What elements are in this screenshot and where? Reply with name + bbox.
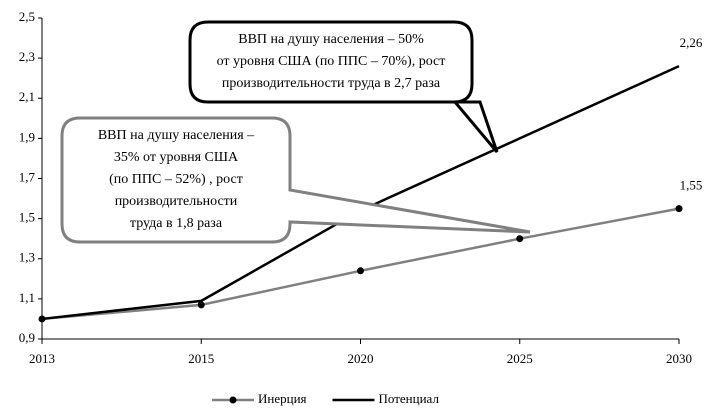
legend-label: Потенциал	[379, 391, 440, 406]
y-tick-label: 2,5	[19, 9, 35, 24]
point	[675, 205, 683, 213]
x-tick-label: 2015	[188, 351, 214, 366]
callout: ВВП на душу населения – 50% от уровня СШ…	[188, 20, 499, 153]
x-tick-label: 2025	[507, 351, 533, 366]
callout-box	[60, 116, 531, 244]
y-tick-label: 2,1	[19, 89, 35, 104]
y-tick-label: 1,7	[19, 169, 36, 184]
y-tick-label: 1,9	[19, 129, 35, 144]
y-tick-label: 0,9	[19, 330, 35, 345]
value-label: 2,26	[680, 35, 703, 50]
y-tick-label: 2,3	[19, 49, 35, 64]
callout-box	[188, 20, 499, 153]
y-tick-label: 1,1	[19, 290, 35, 305]
callout-text: труда в 1,8 раза	[130, 216, 223, 231]
callout-text: ВВП на душу населения – 50%	[238, 32, 424, 47]
value-label: 1,55	[680, 178, 703, 193]
legend-marker	[229, 396, 237, 404]
point	[516, 235, 524, 243]
y-tick-label: 1,5	[19, 210, 35, 225]
callout-text: производительности	[115, 194, 238, 209]
callout-text: от уровня США (по ППС – 70%), рост	[217, 54, 446, 69]
point	[357, 267, 364, 275]
y-tick-label: 1,3	[19, 250, 35, 265]
point	[197, 301, 205, 309]
x-tick-label: 2030	[666, 351, 692, 366]
plot-area: 0,9 1,1 1,3 1,5 1,7 1,9 2,1 2,3 2,5 2013 2015 2020 2…	[19, 9, 703, 366]
legend-label: Инерция	[258, 391, 307, 406]
callout-text: 35% от уровня США	[114, 150, 239, 165]
callout-text: ВВП на душу населения –	[98, 128, 255, 143]
x-tick-label: 2020	[348, 351, 374, 366]
callout-text: (по ППС – 52%) , рост	[109, 172, 243, 187]
x-tick-label: 2013	[29, 351, 55, 366]
callout: ВВП на душу населения – 35% от уровня СШ…	[60, 116, 531, 244]
callout-text: производительности труда в 2,7 раза	[222, 76, 441, 91]
